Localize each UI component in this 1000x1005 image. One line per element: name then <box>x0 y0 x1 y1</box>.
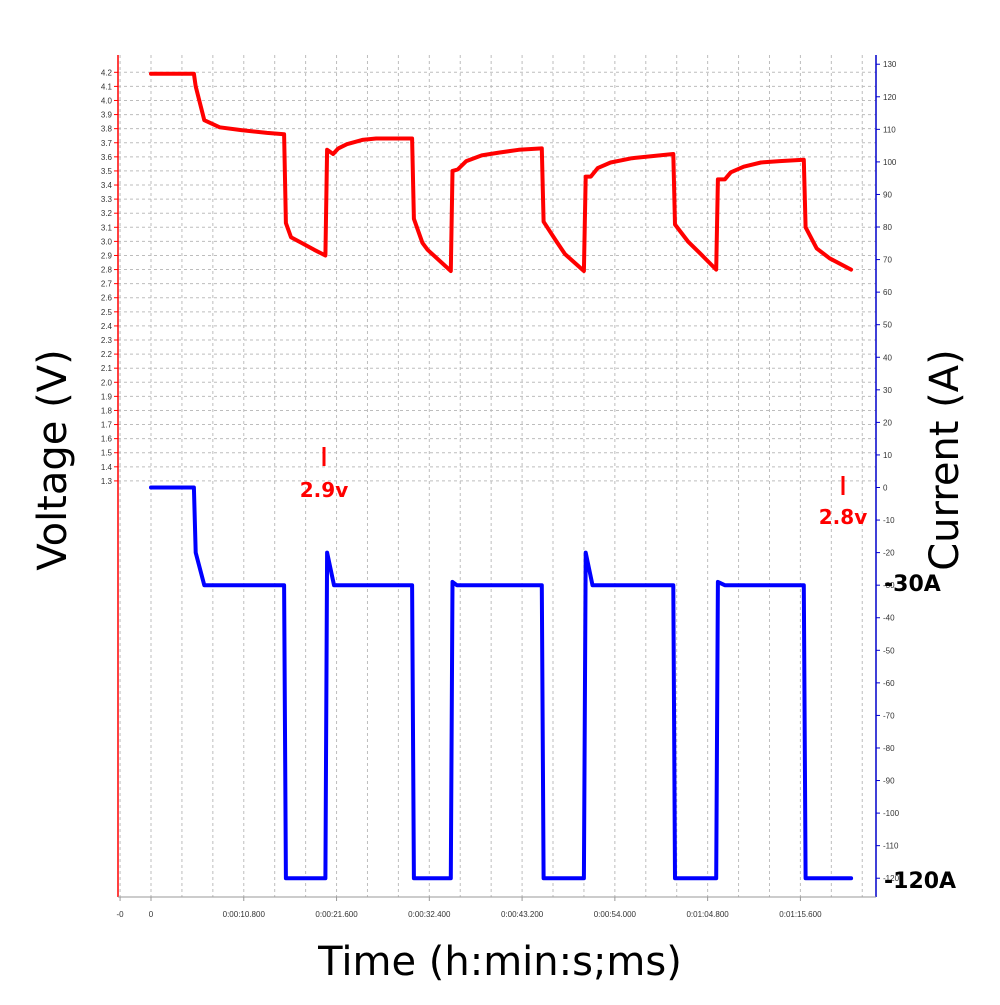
y-right-tick-label: 10 <box>883 451 892 460</box>
y-right-tick-label: 100 <box>883 158 897 167</box>
ticks: 1.3 1.4 1.5 1.6 1.7 1.8 1.9 2.0 2.1 2.2 2.3 2.4 2.5 2… <box>101 60 900 919</box>
y-right-tick-label: -100 <box>883 809 900 818</box>
y-left-tick-label: 3.1 <box>101 223 113 232</box>
x-tick-label: 0:01:15.600 <box>779 910 822 919</box>
y-right-tick-label: 70 <box>883 256 892 265</box>
annotation-minus-120a: -120A <box>884 869 956 894</box>
y-right-tick-label: 120 <box>883 93 897 102</box>
grid <box>118 55 876 897</box>
y-right-tick-label: 50 <box>883 321 892 330</box>
y-right-tick-label: -120 <box>883 874 900 883</box>
y-left-tick-label: 1.3 <box>101 477 113 486</box>
series-line-voltage <box>149 71 854 273</box>
y-left-tick-label: 2.1 <box>101 364 113 373</box>
y-right-tick-label: -10 <box>883 516 895 525</box>
y-left-tick-label: 2.2 <box>101 350 113 359</box>
y-right-tick-label: 80 <box>883 223 892 232</box>
y-left-tick-label: 3.3 <box>101 195 113 204</box>
y-left-tick-label: 2.4 <box>101 322 113 331</box>
series-line-current <box>149 485 854 881</box>
annotation-minus-30a: -30A <box>884 572 941 597</box>
y-left-tick-label: 2.8 <box>101 266 113 275</box>
y-left-tick-label: 4.1 <box>101 82 113 91</box>
y-left-tick-label: 3.2 <box>101 209 113 218</box>
y-left-tick-label: 3.9 <box>101 111 113 120</box>
y-left-tick-label: 1.9 <box>101 392 113 401</box>
y-left-tick-label: 2.3 <box>101 336 113 345</box>
y-right-tick-label: -110 <box>883 842 899 851</box>
y-right-tick-label: -30 <box>883 581 895 590</box>
y-left-tick-label: 2.7 <box>101 280 113 289</box>
y-axis-left-label: Voltage (V) <box>30 349 76 570</box>
y-left-tick-label: 3.7 <box>101 139 113 148</box>
x-tick-label: 0:00:21.600 <box>315 910 358 919</box>
y-right-tick-label: 130 <box>883 60 897 69</box>
y-left-tick-label: 1.5 <box>101 449 113 458</box>
y-left-tick-label: 3.5 <box>101 167 113 176</box>
y-right-tick-label: -50 <box>883 646 895 655</box>
lines <box>149 71 854 881</box>
y-right-tick-label: 30 <box>883 386 892 395</box>
x-tick-label: -0 <box>117 910 125 919</box>
y-right-tick-label: 0 <box>883 484 888 493</box>
annotation-2-8v: 2.8v <box>819 505 867 529</box>
y-left-tick-label: 2.5 <box>101 308 113 317</box>
y-left-tick-label: 1.4 <box>101 463 113 472</box>
y-right-tick-label: 20 <box>883 418 892 427</box>
y-left-tick-label: 3.6 <box>101 153 113 162</box>
y-left-tick-label: 2.6 <box>101 294 113 303</box>
y-left-tick-label: 3.8 <box>101 125 113 134</box>
y-right-tick-label: -70 <box>883 711 895 720</box>
y-right-tick-label: -90 <box>883 777 895 786</box>
annotation-2-9v: 2.9v <box>300 478 348 502</box>
y-left-tick-label: 3.0 <box>101 237 113 246</box>
y-axis-right-label: Current (A) <box>922 349 968 571</box>
x-tick-label: 0 <box>149 910 154 919</box>
y-right-tick-label: -60 <box>883 679 895 688</box>
y-left-tick-label: 1.7 <box>101 421 113 430</box>
axes <box>117 55 877 898</box>
y-right-tick-label: 90 <box>883 190 892 199</box>
x-tick-label: 0:00:10.800 <box>223 910 266 919</box>
annotations <box>322 447 845 495</box>
y-left-tick-label: 2.0 <box>101 378 113 387</box>
y-left-tick-label: 1.6 <box>101 435 113 444</box>
y-right-tick-label: 110 <box>883 125 896 134</box>
x-tick-label: 0:01:04.800 <box>686 910 729 919</box>
y-left-tick-label: 1.8 <box>101 406 113 415</box>
y-right-tick-label: -20 <box>883 549 895 558</box>
x-tick-label: 0:00:43.200 <box>501 910 544 919</box>
y-right-tick-label: -40 <box>883 614 895 623</box>
x-axis-label: Time (h:min:s;ms) <box>317 939 682 985</box>
y-right-tick-label: 60 <box>883 288 892 297</box>
y-left-tick-label: 2.9 <box>101 251 113 260</box>
x-tick-label: 0:00:32.400 <box>408 910 451 919</box>
y-left-tick-label: 3.4 <box>101 181 113 190</box>
y-right-tick-label: -80 <box>883 744 895 753</box>
y-left-tick-label: 4.2 <box>101 68 113 77</box>
x-tick-label: 0:00:54.000 <box>594 910 637 919</box>
y-right-tick-label: 40 <box>883 353 892 362</box>
y-left-tick-label: 4.0 <box>101 96 113 105</box>
